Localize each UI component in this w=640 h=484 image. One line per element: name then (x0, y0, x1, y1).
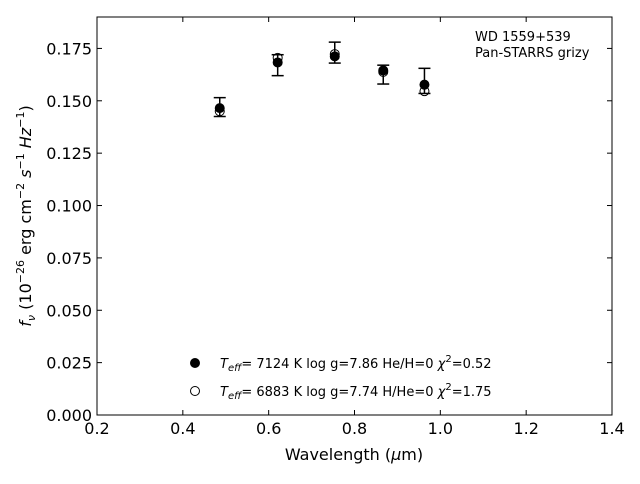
y-tick-label: 0.025 (46, 354, 92, 373)
y-axis-label: fν (10−26 erg cm−2 s−1 Hz−1) (14, 105, 38, 326)
legend: Teff= 7124 K log g=7.86 He/H=0 χ2=0.52 T… (190, 354, 492, 402)
x-tick-label: 1.2 (513, 419, 538, 438)
x-tick-label: 0.2 (84, 419, 109, 438)
chart-annotation: WD 1559+539 Pan-STARRS grizy (475, 30, 590, 61)
legend-marker-open (190, 386, 200, 396)
x-tick-label: 0.6 (256, 419, 281, 438)
y-tick-label: 0.125 (46, 144, 92, 163)
y-tick-label: 0.175 (46, 39, 92, 58)
y-tick-label: 0.050 (46, 301, 92, 320)
annotation-object: WD 1559+539 (475, 30, 571, 45)
legend-marker-filled (190, 358, 200, 368)
y-tick-label: 0.075 (46, 249, 92, 268)
plot-frame (96, 16, 613, 416)
annotation-survey: Pan-STARRS grizy (475, 46, 590, 61)
y-tick-label: 0.150 (46, 92, 92, 111)
x-tick-label: 1.0 (428, 419, 453, 438)
filled-point (378, 65, 389, 76)
y-tick-label: 0.000 (46, 406, 92, 425)
data-markers (214, 49, 430, 117)
x-tick-label: 0.4 (170, 419, 195, 438)
filled-point (329, 51, 340, 62)
filled-point (214, 103, 225, 114)
x-tick-label: 1.4 (599, 419, 624, 438)
legend-label-2: Teff= 6883 K log g=7.74 H/He=0 χ2=1.75 (220, 382, 492, 402)
legend-label-1: Teff= 7124 K log g=7.86 He/H=0 χ2=0.52 (220, 354, 492, 374)
x-tick-label: 0.8 (342, 419, 367, 438)
axis-ticks: 0.2 0.4 0.6 0.8 1.0 1.2 1.4 0.000 0.025 0.050 0.07… (46, 17, 625, 438)
x-axis-label: Wavelength (μm) (285, 445, 423, 464)
filled-point (272, 57, 283, 68)
y-tick-label: 0.100 (46, 197, 92, 216)
filled-point (419, 79, 430, 90)
